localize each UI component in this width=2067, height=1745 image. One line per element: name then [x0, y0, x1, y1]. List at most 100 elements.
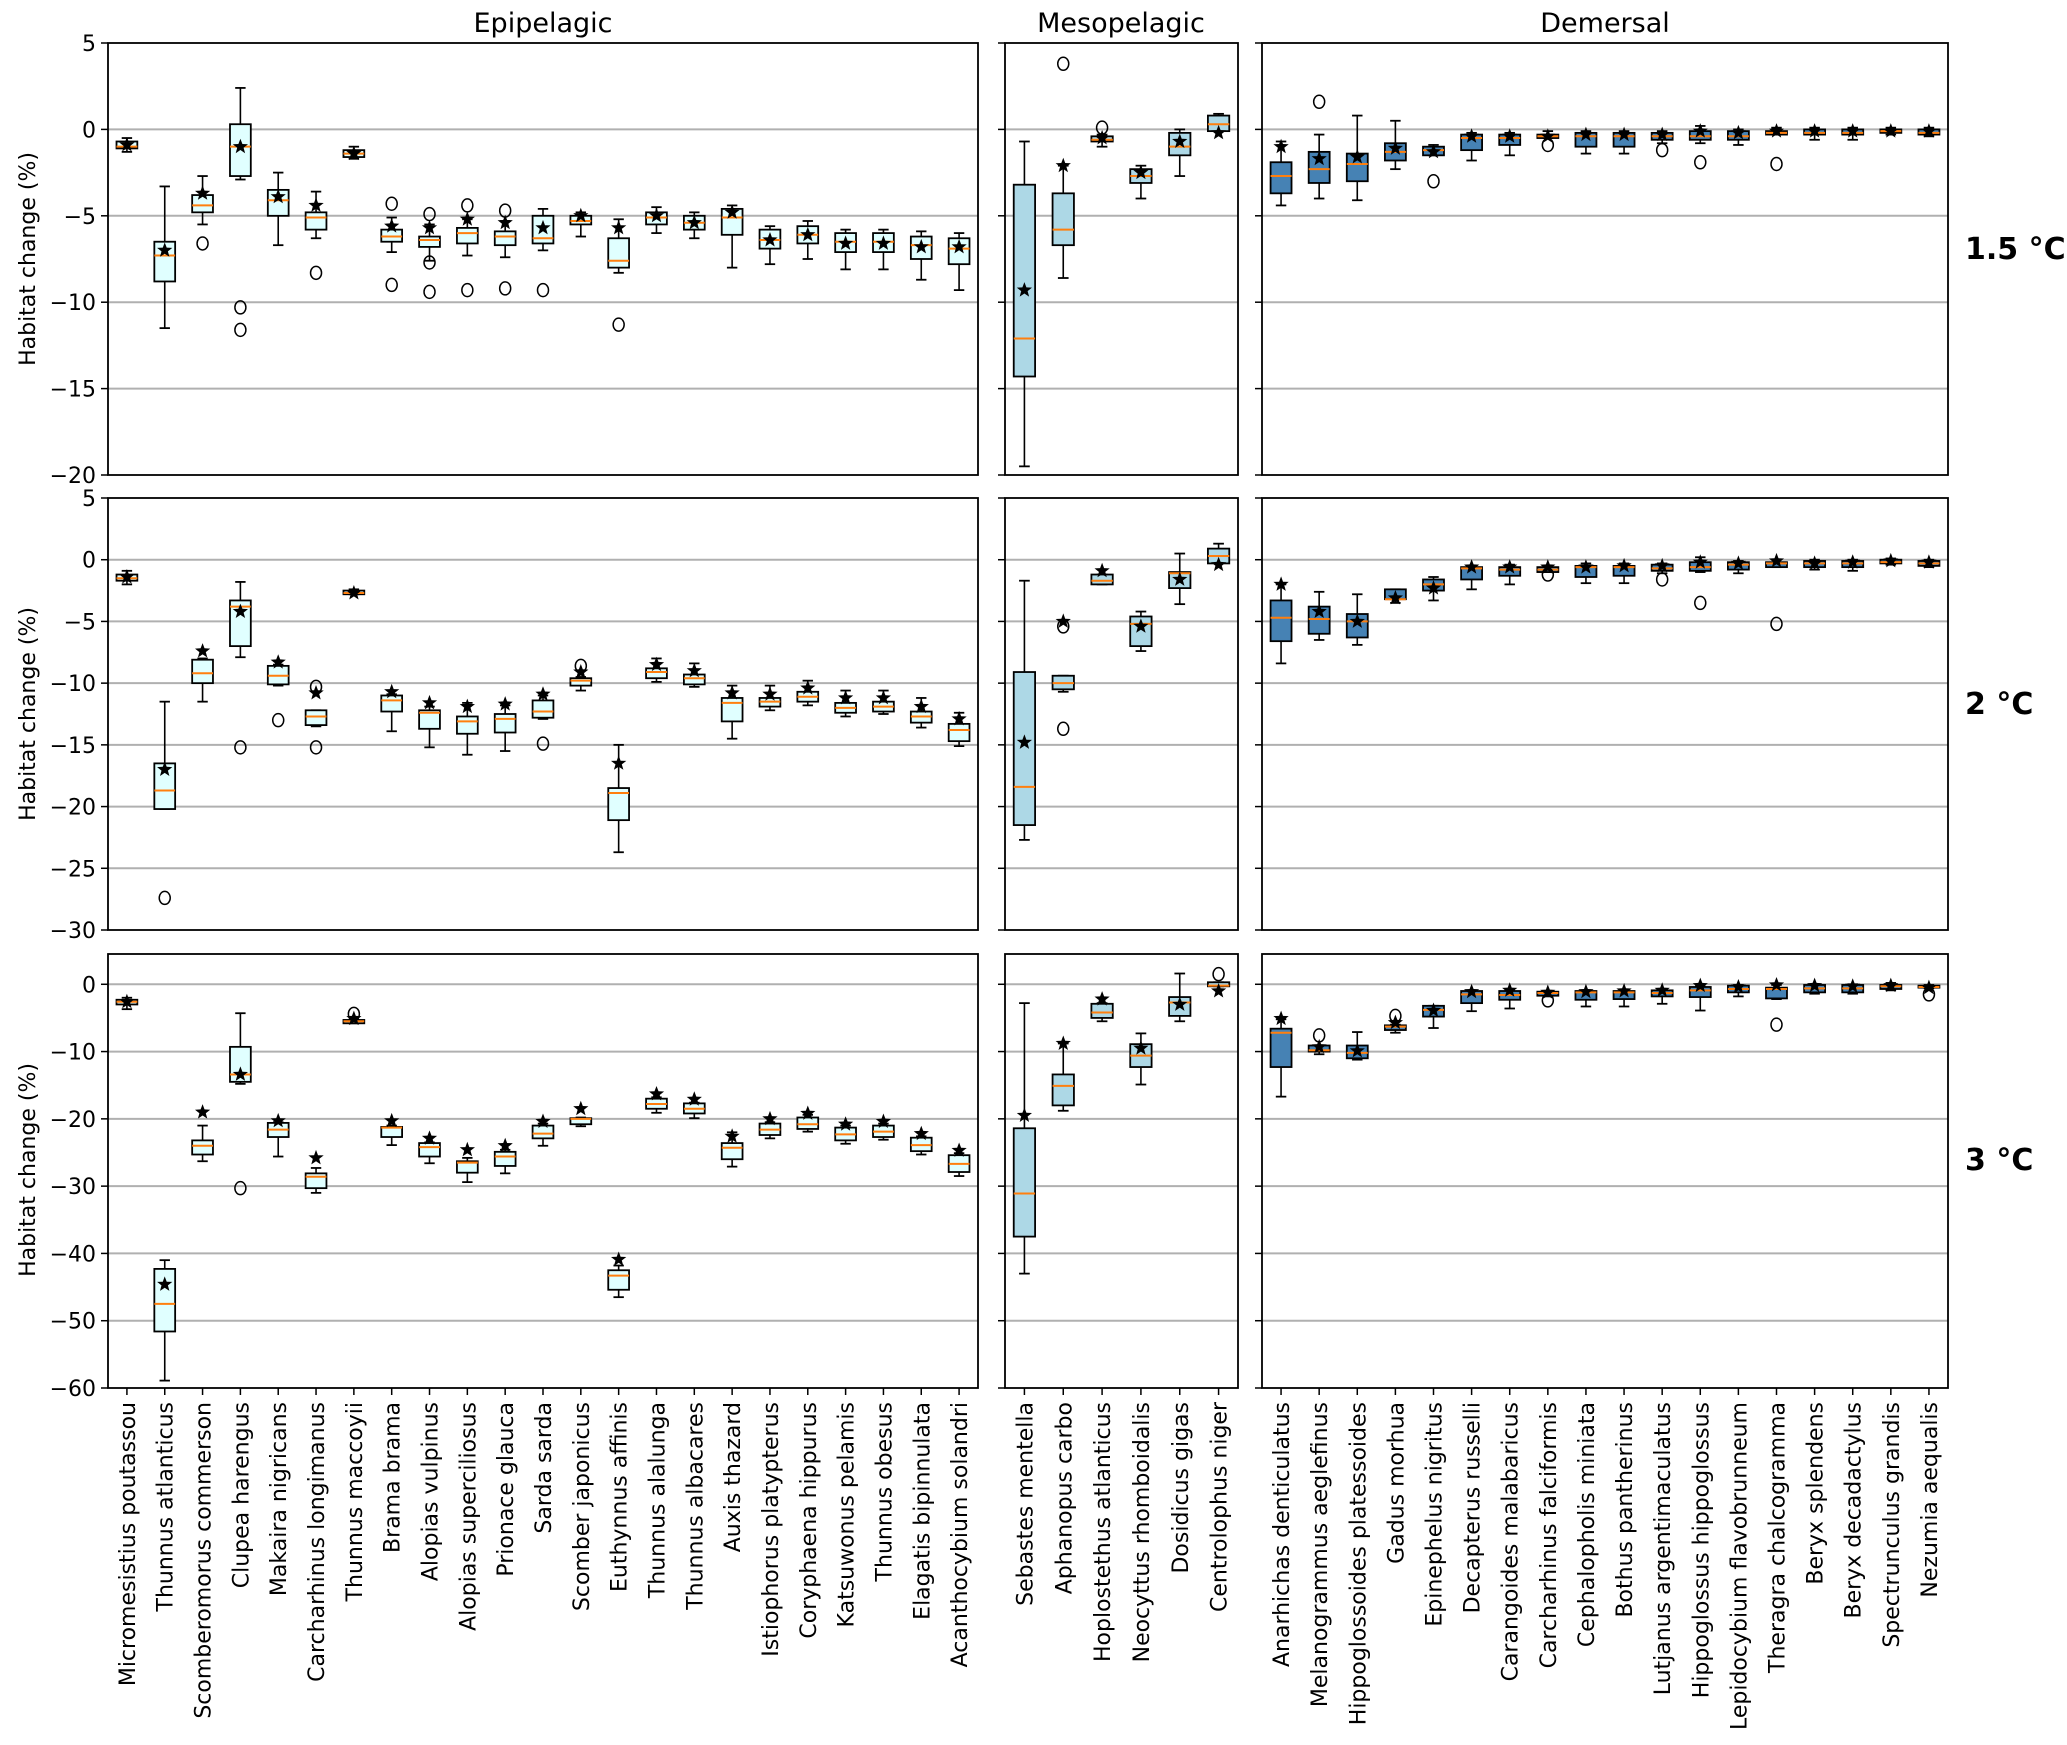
- mean-star: [384, 683, 400, 699]
- box-iqr: [191, 658, 214, 685]
- mean-star: [421, 1130, 438, 1145]
- box-iqr: [1090, 1002, 1114, 1019]
- box-hoplostethus-atlanticus: [1090, 991, 1114, 1023]
- box-centrolophus-niger: [1207, 966, 1231, 998]
- box-aphanopus-carbo: [1051, 613, 1075, 737]
- outlier-point: [234, 300, 247, 315]
- box-iqr: [229, 123, 252, 177]
- box-iqr: [191, 1139, 214, 1156]
- box-iqr: [1012, 183, 1036, 378]
- y-tick-label: −20: [50, 1108, 96, 1133]
- box-carcharhinus-longimanus: [304, 1149, 328, 1194]
- box-iqr: [569, 677, 593, 687]
- mean-star: [1094, 991, 1110, 1006]
- box-acanthocybium-solandri: [947, 710, 971, 747]
- mean-star: [648, 207, 665, 223]
- x-tick-label: Alopias vulpinus: [419, 1402, 444, 1581]
- box-theragra-chalcogramma: [1765, 123, 1788, 172]
- box-istiophorus-platypterus: [758, 1110, 782, 1140]
- mean-star: [346, 585, 362, 600]
- box-beryx-splendens: [1803, 555, 1826, 571]
- outlier-point: [309, 265, 323, 281]
- mean-star: [686, 1091, 702, 1106]
- box-auxis-thazard: [720, 204, 744, 269]
- box-lepidocybium-flavobrunneum: [1727, 555, 1750, 575]
- mean-star: [1654, 126, 1670, 142]
- box-carangoides-malabaricus: [1498, 559, 1522, 586]
- x-tick-label: Decapterus russelli: [1461, 1402, 1486, 1613]
- mean-star: [459, 1141, 475, 1157]
- mean-star: [308, 1149, 324, 1165]
- box-iqr: [493, 713, 517, 734]
- mean-star: [535, 686, 551, 701]
- box-iqr: [304, 211, 328, 231]
- mean-star: [232, 603, 248, 618]
- box-prionace-glauca: [493, 1137, 517, 1175]
- x-tick-label: Bothus pantherinus: [1613, 1402, 1638, 1618]
- row-labels: 1.5 °C 2 °C 3 °C: [1965, 232, 2066, 1178]
- x-tick-label: Lepidocybium flavobrunneum: [1727, 1402, 1752, 1730]
- outlier-point: [423, 255, 436, 270]
- y-tick-label: −20: [50, 796, 96, 821]
- outlier-point: [234, 322, 247, 338]
- mean-star: [762, 686, 778, 701]
- box-auxis-thazard: [720, 1128, 744, 1168]
- x-tick-label: Istiophorus platypterus: [759, 1402, 784, 1657]
- x-tick-label: Euthynnus affinis: [608, 1402, 633, 1592]
- box-gadus-morhua: [1384, 1008, 1407, 1034]
- mean-star: [1055, 1035, 1071, 1050]
- x-tick-label: Carangoides malabaricus: [1499, 1402, 1524, 1681]
- box-iqr: [153, 1268, 177, 1333]
- x-tick-label: Prionace glauca: [494, 1402, 519, 1577]
- box-iqr: [1269, 599, 1293, 643]
- x-tick-label: Nezumia aequalis: [1918, 1402, 1943, 1598]
- mean-star: [1211, 124, 1227, 140]
- box-gadus-morhua: [1384, 588, 1407, 605]
- mean-star: [270, 1112, 286, 1128]
- box-thunnus-albacares: [683, 662, 706, 688]
- box-scomber-japonicus: [569, 1100, 593, 1128]
- box-scomber-japonicus: [569, 658, 593, 692]
- mean-star: [1211, 983, 1227, 998]
- x-tick-label: Lutjanus argentimaculatus: [1651, 1402, 1676, 1695]
- box-iqr: [947, 722, 971, 743]
- mean-star: [270, 654, 286, 669]
- box-alopias-vulpinus: [418, 694, 441, 749]
- box-hippoglossoides-platessoides: [1345, 593, 1369, 646]
- mean-star: [648, 656, 665, 672]
- x-tick-label: Carcharhinus longimanus: [305, 1402, 330, 1682]
- box-spectrunculus-grandis: [1879, 123, 1903, 138]
- box-iqr: [607, 787, 630, 822]
- box-anarhichas-denticulatus: [1269, 576, 1293, 665]
- mean-star: [1172, 571, 1188, 586]
- box-sarda-sarda: [531, 686, 555, 751]
- x-tick-label: Auxis thazard: [721, 1402, 746, 1552]
- y-tick-label: 0: [82, 549, 96, 574]
- x-tick-label: Alopias superciliosus: [456, 1402, 481, 1631]
- panel-dem-row1: [1255, 42, 1949, 476]
- mean-star: [875, 690, 891, 705]
- mean-star: [1094, 562, 1110, 578]
- x-tick-label: Gadus morhua: [1384, 1402, 1409, 1564]
- mean-star: [535, 219, 551, 235]
- box-aphanopus-carbo: [1051, 56, 1075, 279]
- outlier-point: [612, 317, 625, 332]
- box-iqr: [418, 235, 441, 248]
- mean-star: [913, 1125, 929, 1141]
- box-bothus-pantherinus: [1612, 557, 1636, 585]
- row-label-2c: 2 °C: [1965, 687, 2033, 722]
- mean-star: [459, 698, 475, 714]
- mean-star: [1016, 734, 1032, 749]
- mean-star: [384, 1112, 400, 1128]
- outlier-point: [1694, 595, 1707, 611]
- box-katsuwonus-pelamis: [834, 1116, 857, 1145]
- panel-meso-row1: [998, 42, 1239, 476]
- box-theragra-chalcogramma: [1765, 977, 1788, 1032]
- box-thunnus-alalunga: [645, 656, 668, 683]
- x-tick-label: Epinephelus nigritus: [1423, 1402, 1448, 1627]
- box-hoplostethus-atlanticus: [1090, 120, 1114, 148]
- mean-star: [1133, 1040, 1149, 1055]
- panel-meso-row2: [998, 497, 1239, 931]
- box-acanthocybium-solandri: [947, 1142, 971, 1177]
- y-tick-label: −5: [64, 610, 96, 635]
